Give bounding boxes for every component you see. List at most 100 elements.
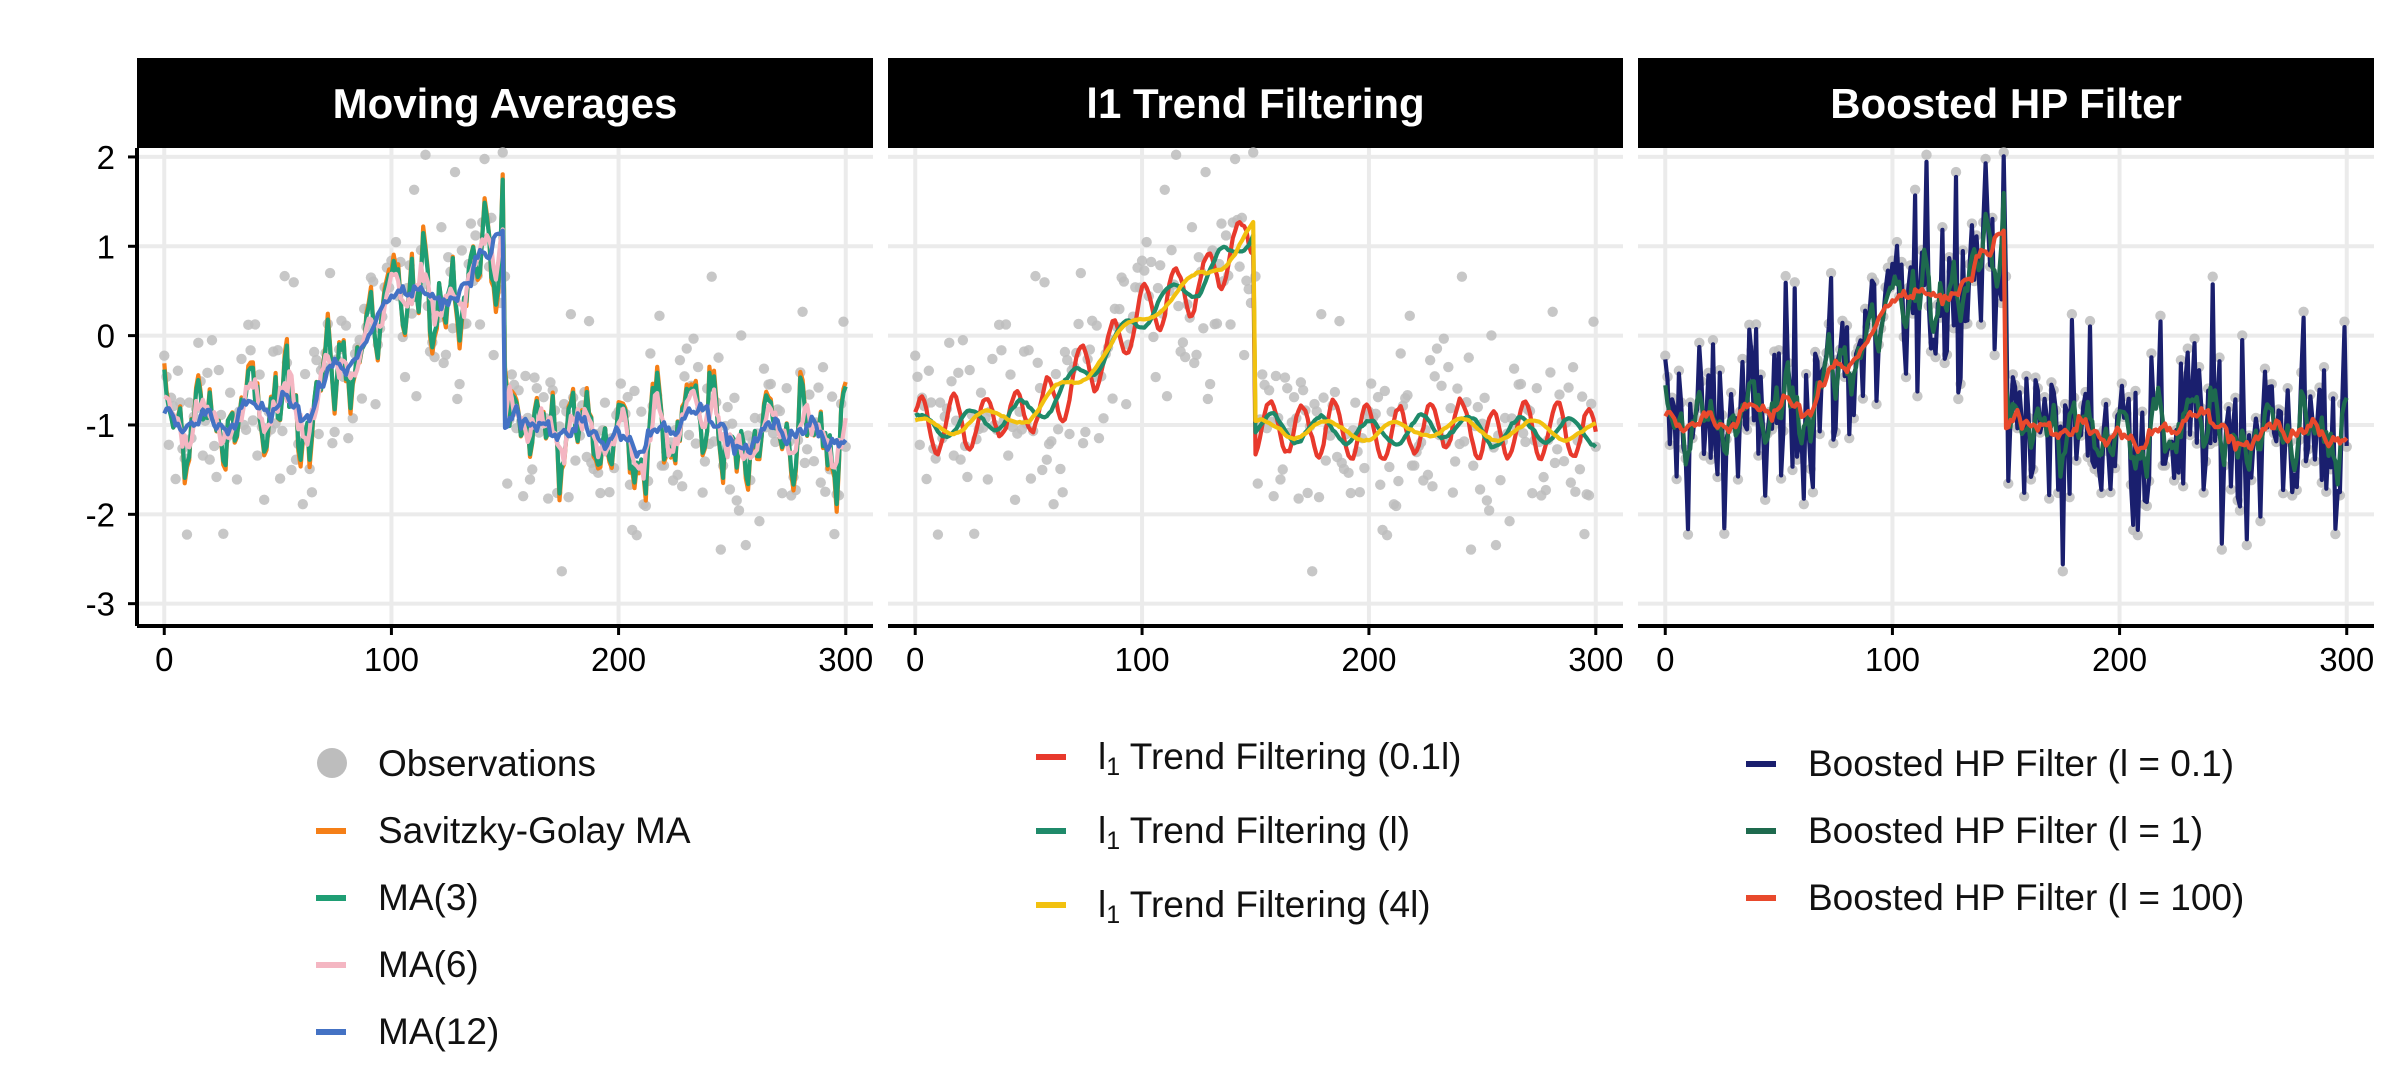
panel-boosted-hp-filter: Boosted HP Filter 0 100 200 300 [1638, 58, 2374, 678]
observation-point [1780, 270, 1791, 282]
line-key-icon [1746, 895, 1776, 901]
observation-point [2277, 487, 2289, 499]
observation-point [1365, 378, 1377, 389]
observation-point [1350, 397, 1361, 408]
observation-point [565, 309, 577, 320]
observation-point [697, 487, 708, 498]
observation-point [159, 350, 170, 361]
observation-point [982, 474, 994, 485]
observation-point [1384, 461, 1395, 473]
observation-point [1682, 529, 1694, 540]
observation-point [506, 369, 518, 380]
observation-point [692, 361, 704, 373]
observation-point [2146, 348, 2157, 359]
observation-point [2298, 306, 2309, 318]
y-tick-label: -1 [86, 407, 115, 444]
observation-point [1712, 471, 1723, 483]
observation-point [2234, 505, 2246, 516]
observation-point [1989, 349, 2000, 361]
observation-point [370, 399, 381, 410]
line-key-icon [1746, 761, 1776, 767]
y-axis: 2 1 0 -1 -2 -3 [86, 139, 139, 626]
observation-point [1443, 361, 1454, 373]
observation-point [524, 474, 536, 485]
observation-point [1583, 490, 1595, 501]
observation-point [2177, 481, 2189, 492]
observation-point [1248, 147, 1259, 158]
observations-dot-icon [317, 748, 347, 778]
observation-point [2155, 310, 2166, 322]
observation-point [2214, 352, 2225, 363]
observation-point [781, 382, 792, 394]
x-tick-label: 300 [2319, 641, 2374, 678]
observation-point [1186, 221, 1198, 233]
observation-point [1828, 438, 1839, 449]
observation-point [1857, 393, 1869, 404]
observation-point [690, 438, 702, 449]
observation-point [1515, 378, 1527, 390]
observation-point [1064, 428, 1075, 440]
observation-point [799, 457, 811, 469]
observation-point [2321, 486, 2332, 498]
observation-point [556, 566, 567, 577]
observation-point [170, 473, 181, 485]
observation-point [1760, 494, 1771, 506]
observation-point [279, 270, 290, 282]
observation-point [910, 350, 921, 361]
observation-point [1139, 265, 1150, 276]
observation-point [1173, 300, 1184, 312]
observation-point [1379, 385, 1391, 397]
observation-point [1930, 351, 1941, 363]
observation-point [1436, 380, 1447, 391]
observation-point [1719, 528, 1730, 539]
observation-point [1229, 153, 1241, 165]
observation-point [517, 490, 529, 502]
observation-point [1159, 184, 1170, 195]
observation-point [1563, 382, 1574, 393]
observation-point [1998, 147, 2009, 158]
observation-point [1009, 494, 1021, 506]
observation-point [1107, 393, 1118, 404]
series-line [162, 228, 848, 459]
observation-point [1214, 258, 1225, 270]
x-tick-label: 100 [1115, 641, 1170, 678]
observation-point [962, 471, 973, 483]
observation-point [622, 391, 633, 403]
observation-point [420, 149, 431, 161]
observation-point [1073, 318, 1084, 330]
observation-point [1039, 277, 1050, 288]
observation-point [1547, 306, 1558, 318]
observation-point [767, 428, 779, 439]
observation-point [2084, 315, 2096, 327]
observation-point [1311, 406, 1322, 417]
observation-point [1334, 315, 1345, 327]
observation-point [1075, 267, 1087, 279]
observation-point [1554, 389, 1565, 400]
observation-point [1472, 401, 1484, 413]
observation-point [1302, 487, 1313, 499]
observation-point [679, 371, 690, 382]
legend-label: MA(3) [378, 877, 479, 918]
observation-point [1750, 319, 1762, 330]
observation-point [688, 333, 699, 344]
observation-point [1465, 544, 1477, 555]
observation-point [629, 385, 640, 397]
observation-point [636, 406, 647, 417]
observation-point [1025, 473, 1037, 484]
observation-point [1005, 369, 1016, 380]
observation-point [1052, 424, 1064, 435]
observation-point [1474, 484, 1486, 495]
observation-point [925, 397, 937, 408]
legend-label: l1 Trend Filtering (4l) [1098, 884, 1431, 929]
observation-point [645, 348, 656, 359]
observation-point [1424, 354, 1436, 366]
observation-point [674, 354, 686, 366]
observation-point [912, 371, 923, 383]
observation-point [2057, 566, 2068, 577]
observation-point [1545, 367, 1556, 378]
observation-point [923, 365, 935, 376]
observation-point [713, 352, 724, 363]
observation-point [2007, 369, 2019, 380]
observation-point [731, 495, 742, 506]
